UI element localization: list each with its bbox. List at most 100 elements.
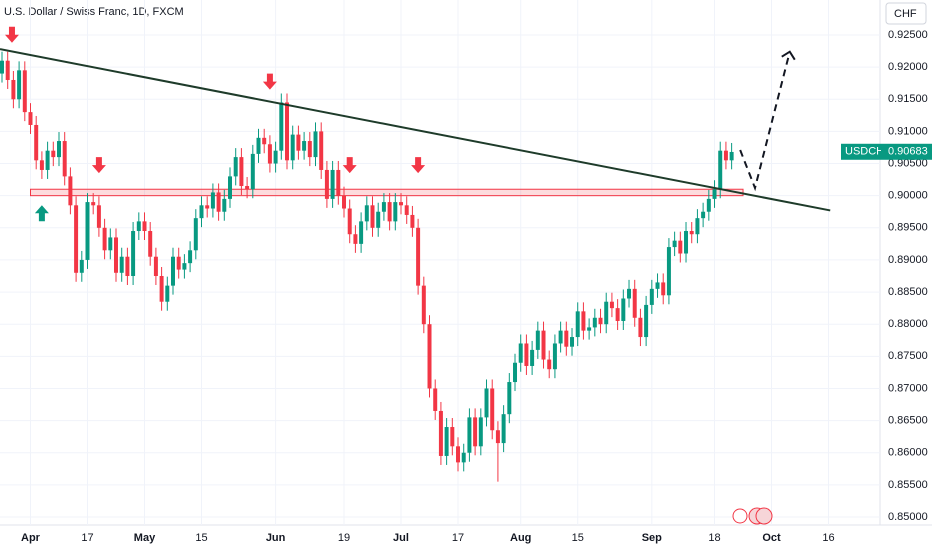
candle-body bbox=[353, 234, 358, 244]
candle-body bbox=[467, 417, 472, 453]
candle-body bbox=[393, 202, 398, 222]
candle-body bbox=[513, 362, 518, 383]
candle-body bbox=[706, 198, 711, 212]
signal-arrow bbox=[262, 73, 277, 90]
candle-body bbox=[570, 337, 575, 347]
candle-body bbox=[319, 131, 324, 170]
candle-body bbox=[347, 208, 352, 235]
candle-body bbox=[159, 276, 164, 302]
candle-body bbox=[689, 231, 694, 235]
candle-body bbox=[729, 151, 734, 161]
y-tick-label: 0.88500 bbox=[888, 286, 928, 298]
candle-body bbox=[456, 446, 461, 463]
event-icons[interactable] bbox=[732, 507, 773, 525]
candle-body bbox=[11, 79, 16, 100]
candle-body bbox=[598, 317, 603, 325]
candle-body bbox=[416, 227, 421, 286]
candle-body bbox=[547, 359, 552, 370]
candle-body bbox=[387, 202, 392, 222]
price-tag bbox=[881, 143, 932, 160]
signal-arrow bbox=[91, 157, 106, 174]
x-tick-label: Jun bbox=[266, 532, 286, 544]
candle-body bbox=[262, 137, 267, 145]
candle-body bbox=[39, 160, 44, 170]
x-tick-label: 18 bbox=[708, 532, 720, 544]
candle-body bbox=[45, 150, 50, 170]
candle-body bbox=[381, 202, 386, 212]
y-tick-label: 0.88000 bbox=[888, 318, 928, 330]
x-tick-label: Jul bbox=[393, 532, 409, 544]
candle-body bbox=[541, 330, 546, 360]
candle-body bbox=[205, 205, 210, 209]
candle-body bbox=[273, 150, 278, 164]
signal-arrow bbox=[342, 157, 357, 174]
candle-body bbox=[34, 124, 39, 161]
candle-body bbox=[638, 317, 643, 338]
candle-body bbox=[62, 141, 67, 177]
candle-body bbox=[171, 256, 175, 286]
candle-body bbox=[250, 153, 255, 190]
support-zone bbox=[29, 188, 744, 197]
price-label: 0.90683 bbox=[888, 146, 928, 158]
y-tick-label: 0.86500 bbox=[888, 415, 928, 427]
candle-body bbox=[245, 186, 250, 190]
candle-body bbox=[74, 205, 79, 273]
candle-body bbox=[581, 311, 586, 331]
candle-body bbox=[718, 150, 723, 190]
candle-body bbox=[592, 317, 597, 328]
currency-box[interactable] bbox=[885, 2, 927, 25]
candle-body bbox=[296, 134, 301, 151]
candle-body bbox=[501, 414, 506, 444]
currency-label[interactable]: CHF bbox=[894, 8, 917, 20]
candle-body bbox=[125, 256, 130, 276]
candle-body bbox=[199, 205, 204, 219]
candle-body bbox=[222, 198, 227, 212]
event-icon[interactable] bbox=[732, 508, 748, 524]
candle-body bbox=[342, 195, 347, 209]
candle-body bbox=[609, 301, 614, 309]
x-tick-label: 16 bbox=[822, 532, 834, 544]
candle-body bbox=[666, 247, 671, 296]
candle-body bbox=[399, 202, 404, 206]
candle-body bbox=[148, 231, 153, 257]
candle-body bbox=[473, 417, 478, 447]
x-tick-label: 17 bbox=[452, 532, 464, 544]
candle-body bbox=[404, 205, 409, 215]
y-tick-label: 0.91000 bbox=[888, 125, 928, 137]
candle-body bbox=[359, 221, 364, 244]
candle-body bbox=[376, 211, 381, 228]
candle-body bbox=[51, 150, 56, 158]
y-tick-label: 0.86000 bbox=[888, 447, 928, 459]
event-icon[interactable] bbox=[755, 507, 773, 525]
projection-path bbox=[739, 51, 791, 192]
candle-body bbox=[552, 343, 557, 370]
candle-body bbox=[632, 288, 637, 318]
candle-body bbox=[695, 218, 700, 235]
candle-body bbox=[484, 388, 489, 418]
candle-body bbox=[712, 189, 717, 199]
candle-body bbox=[136, 221, 141, 232]
candle-body bbox=[364, 205, 369, 222]
y-tick-label: 0.92000 bbox=[888, 61, 928, 73]
symbol-label: USDCHF bbox=[845, 146, 891, 158]
x-tick-label: Apr bbox=[21, 532, 41, 544]
candle-body bbox=[564, 330, 569, 347]
candle-body bbox=[267, 144, 272, 164]
candle-body bbox=[490, 388, 495, 431]
x-tick-label: 19 bbox=[338, 532, 350, 544]
candle-body bbox=[256, 137, 261, 154]
candle-body bbox=[68, 176, 73, 206]
symbol-tag bbox=[841, 143, 881, 160]
candle-body bbox=[644, 304, 649, 338]
y-tick-label: 0.89000 bbox=[888, 254, 928, 266]
candle-body bbox=[330, 169, 335, 199]
candle-body bbox=[28, 112, 33, 125]
candle-body bbox=[285, 102, 290, 161]
candle-body bbox=[370, 205, 375, 228]
candle-body bbox=[450, 427, 455, 447]
x-tick-label: 17 bbox=[81, 532, 93, 544]
candle-body bbox=[188, 250, 193, 264]
x-tick-label: Aug bbox=[510, 532, 531, 544]
